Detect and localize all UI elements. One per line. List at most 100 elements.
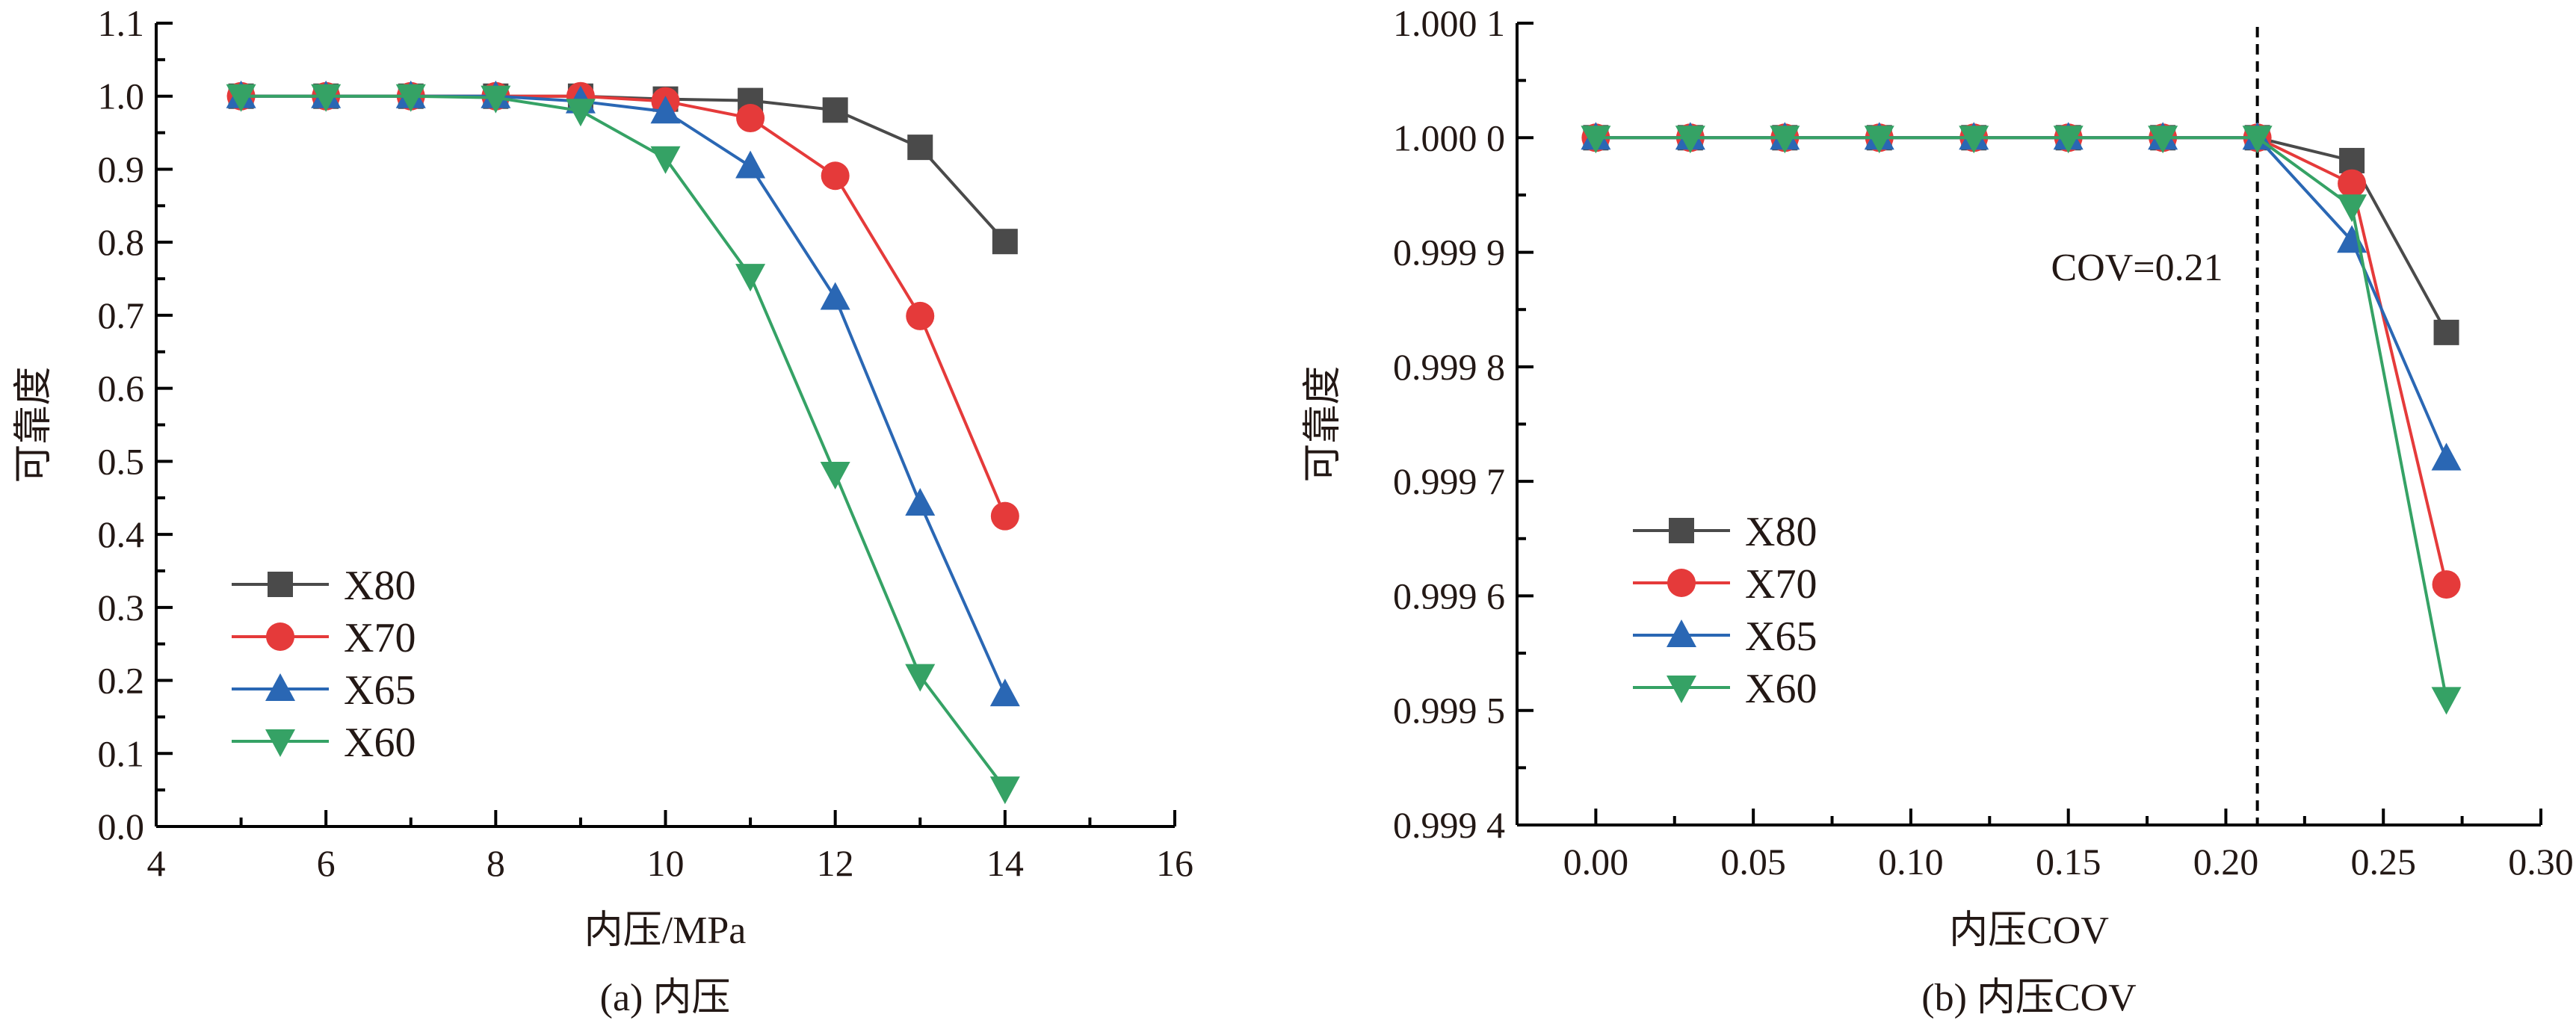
x-tick-label: 0.10	[1878, 841, 1944, 883]
data-point-X80	[822, 97, 848, 123]
x-axis-label: 内压COV	[1949, 909, 2109, 952]
y-tick-label: 0.9	[98, 148, 145, 190]
data-point-X80	[2433, 319, 2459, 345]
data-point-X60	[1959, 126, 1989, 154]
data-point-X60	[1864, 126, 1894, 154]
series-X65	[1581, 122, 2462, 471]
series-X80	[228, 83, 1018, 255]
y-tick-label: 0.2	[98, 660, 145, 702]
data-point-X65	[820, 282, 850, 310]
data-point-X60	[481, 85, 511, 114]
data-point-X60	[735, 264, 766, 292]
legend-marker-X70	[266, 622, 294, 651]
y-tick-label: 0.999 4	[1393, 804, 1505, 846]
y-axis-label: 可靠度	[13, 366, 55, 483]
legend-label-X60: X60	[1745, 666, 1817, 712]
y-tick-label: 0.0	[98, 806, 145, 847]
data-point-X60	[2242, 126, 2273, 154]
data-point-X60	[311, 84, 342, 112]
y-tick-label: 0.6	[98, 368, 145, 410]
y-tick-label: 1.1	[98, 2, 145, 44]
x-tick-label: 4	[147, 842, 166, 884]
x-tick-label: 6	[317, 842, 336, 884]
y-axis-label: 可靠度	[1302, 365, 1344, 482]
data-point-X60	[395, 84, 426, 112]
y-tick-label: 0.4	[98, 513, 145, 555]
data-point-X60	[1770, 126, 1800, 154]
data-point-X60	[2053, 126, 2084, 154]
x-tick-label: 0.05	[1720, 841, 1786, 883]
series-X60	[1581, 126, 2462, 715]
data-point-X65	[989, 679, 1020, 707]
annotation-label: COV=0.21	[2051, 247, 2223, 289]
series-X80	[1583, 125, 2459, 345]
y-tick-label: 1.000 0	[1393, 117, 1505, 158]
data-point-X60	[565, 99, 596, 127]
legend-label-X60: X60	[344, 720, 416, 766]
x-tick-label: 14	[986, 842, 1024, 884]
legend-marker-X65	[265, 673, 295, 701]
series-X70	[1581, 123, 2461, 599]
data-point-X65	[905, 488, 936, 516]
data-point-X80	[992, 229, 1018, 255]
legend-marker-X65	[1667, 619, 1696, 647]
series-X60	[226, 84, 1020, 805]
x-tick-label: 16	[1156, 842, 1193, 884]
chart-a: 0.0 0.1 0.2 0.3 0.4 0.5 0.6 0.7 0.8 0.9 1.0 1.1 4 6 8 1…	[13, 2, 1193, 1019]
data-point-X65	[650, 96, 681, 124]
data-point-X60	[1675, 126, 1705, 154]
series-line-X65	[1596, 136, 2448, 460]
legend-label-X80: X80	[1745, 509, 1817, 555]
y-tick-label: 1.000 1	[1393, 2, 1505, 44]
x-tick-label: 0.30	[2508, 841, 2574, 883]
y-tick-label: 0.999 5	[1393, 690, 1505, 732]
chart-b: 0.999 4 0.999 5 0.999 6 0.999 7 0.999 8 0.999…	[1302, 2, 2574, 1019]
data-point-X70	[821, 161, 850, 191]
y-tick-label: 0.999 6	[1393, 575, 1505, 617]
y-tick-label: 0.3	[98, 587, 145, 628]
series-X70	[226, 81, 1019, 531]
x-tick-label: 0.15	[2036, 841, 2101, 883]
data-point-X70	[2338, 169, 2367, 198]
data-point-X80	[907, 135, 933, 161]
data-point-X65	[735, 150, 766, 179]
series-line-X60	[1596, 136, 2448, 699]
y-tick-label: 0.999 9	[1393, 232, 1505, 274]
data-point-X65	[2431, 442, 2462, 471]
data-point-X60	[226, 84, 256, 112]
data-point-X60	[905, 664, 936, 692]
data-point-X60	[2337, 194, 2367, 223]
series-line-X70	[241, 94, 1007, 517]
y-tick-label: 1.0	[98, 75, 145, 117]
data-point-X70	[906, 301, 935, 330]
series-line-X60	[241, 94, 1007, 790]
data-point-X60	[2431, 687, 2462, 715]
legend-label-X70: X70	[1745, 561, 1817, 608]
data-point-X70	[736, 104, 765, 133]
y-tick-label: 0.1	[98, 732, 145, 774]
legend-marker-X60	[1667, 676, 1696, 703]
x-tick-label: 10	[647, 842, 685, 884]
figure-caption: (a) 内压	[600, 977, 731, 1019]
legend-label-X65: X65	[1745, 614, 1817, 660]
x-tick-label: 12	[817, 842, 854, 884]
data-point-X60	[989, 776, 1020, 805]
y-tick-label: 0.999 7	[1393, 460, 1505, 502]
x-tick-label: 0.20	[2193, 841, 2259, 883]
data-point-X60	[1581, 126, 1611, 154]
data-point-X70	[990, 501, 1019, 531]
y-tick-label: 0.999 8	[1393, 346, 1505, 388]
x-tick-label: 8	[487, 842, 505, 884]
legend-marker-X70	[1667, 569, 1696, 597]
legend-label-X80: X80	[344, 563, 416, 609]
x-tick-label: 0.00	[1563, 841, 1629, 883]
x-tick-label: 0.25	[2350, 841, 2416, 883]
figure-caption: (b) 内压COV	[1921, 977, 2136, 1019]
y-tick-label: 0.7	[98, 294, 145, 336]
legend-marker-X80	[1669, 518, 1694, 543]
data-point-X60	[820, 461, 850, 489]
data-point-X60	[2148, 126, 2178, 154]
y-tick-label: 0.5	[98, 440, 145, 482]
data-point-X80	[2339, 147, 2365, 173]
